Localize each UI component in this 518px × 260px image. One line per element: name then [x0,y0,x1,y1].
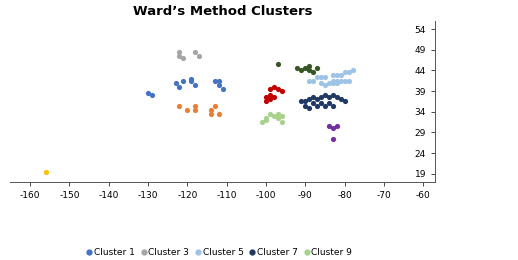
Point [191,50,199,54]
Point [41,170,50,174]
Point [214,79,223,83]
Point [301,103,309,108]
Point [333,81,341,85]
Point [171,81,180,85]
Point [329,93,337,97]
Point [313,66,321,70]
Point [305,68,313,73]
Point [278,89,286,93]
Point [266,87,274,91]
Point [305,106,313,110]
Point [179,79,188,83]
Point [144,91,152,95]
Point [333,95,341,99]
Point [274,112,282,116]
Point [266,93,274,97]
Point [191,103,199,108]
Point [317,95,325,99]
Legend: Cluster 1, Cluster 2, Cluster 3, Cluster 4, Cluster 5, Cluster 6, Cluster 7, Clu: Cluster 1, Cluster 2, Cluster 3, Cluster… [88,248,358,260]
Point [207,112,215,116]
Point [195,54,203,58]
Point [278,120,286,124]
Point [325,81,333,85]
Point [340,79,349,83]
Point [325,124,333,128]
Point [321,83,329,87]
Point [340,70,349,75]
Point [179,56,188,60]
Point [270,95,278,99]
Point [214,83,223,87]
Point [293,66,301,70]
Point [309,95,318,99]
Point [321,103,329,108]
Point [313,97,321,101]
Point [329,136,337,141]
Point [321,93,329,97]
Point [309,70,318,75]
Point [262,116,270,120]
Point [344,70,353,75]
Point [340,99,349,103]
Point [317,75,325,79]
Point [325,101,333,106]
Point [313,103,321,108]
Point [278,114,286,118]
Point [262,118,270,122]
Point [274,116,282,120]
Point [309,101,318,106]
Point [329,126,337,130]
Point [187,77,195,81]
Point [329,103,337,108]
Point [175,85,183,89]
Point [333,124,341,128]
Point [258,120,266,124]
Point [333,79,341,83]
Point [270,85,278,89]
Point [297,99,306,103]
Point [329,73,337,77]
Point [191,108,199,112]
Point [175,50,183,54]
Point [207,108,215,112]
Point [262,95,270,99]
Point [333,73,341,77]
Point [329,81,337,85]
Point [313,75,321,79]
Point [262,99,270,103]
Point [329,79,337,83]
Point [211,103,219,108]
Point [211,79,219,83]
Point [266,112,274,116]
Point [187,79,195,83]
Point [274,87,282,91]
Title: Ward’s Method Clusters: Ward’s Method Clusters [133,5,312,18]
Point [305,79,313,83]
Point [305,97,313,101]
Point [274,62,282,66]
Point [317,81,325,85]
Point [321,75,329,79]
Point [219,87,227,91]
Point [175,54,183,58]
Point [183,108,192,112]
Point [349,68,357,73]
Point [175,103,183,108]
Point [214,112,223,116]
Point [337,79,345,83]
Point [317,101,325,106]
Point [191,83,199,87]
Point [270,114,278,118]
Point [266,97,274,101]
Point [297,68,306,73]
Point [337,73,345,77]
Point [325,95,333,99]
Point [344,79,353,83]
Point [148,93,156,97]
Point [301,99,309,103]
Point [337,97,345,101]
Point [305,64,313,68]
Point [301,66,309,70]
Point [309,79,318,83]
